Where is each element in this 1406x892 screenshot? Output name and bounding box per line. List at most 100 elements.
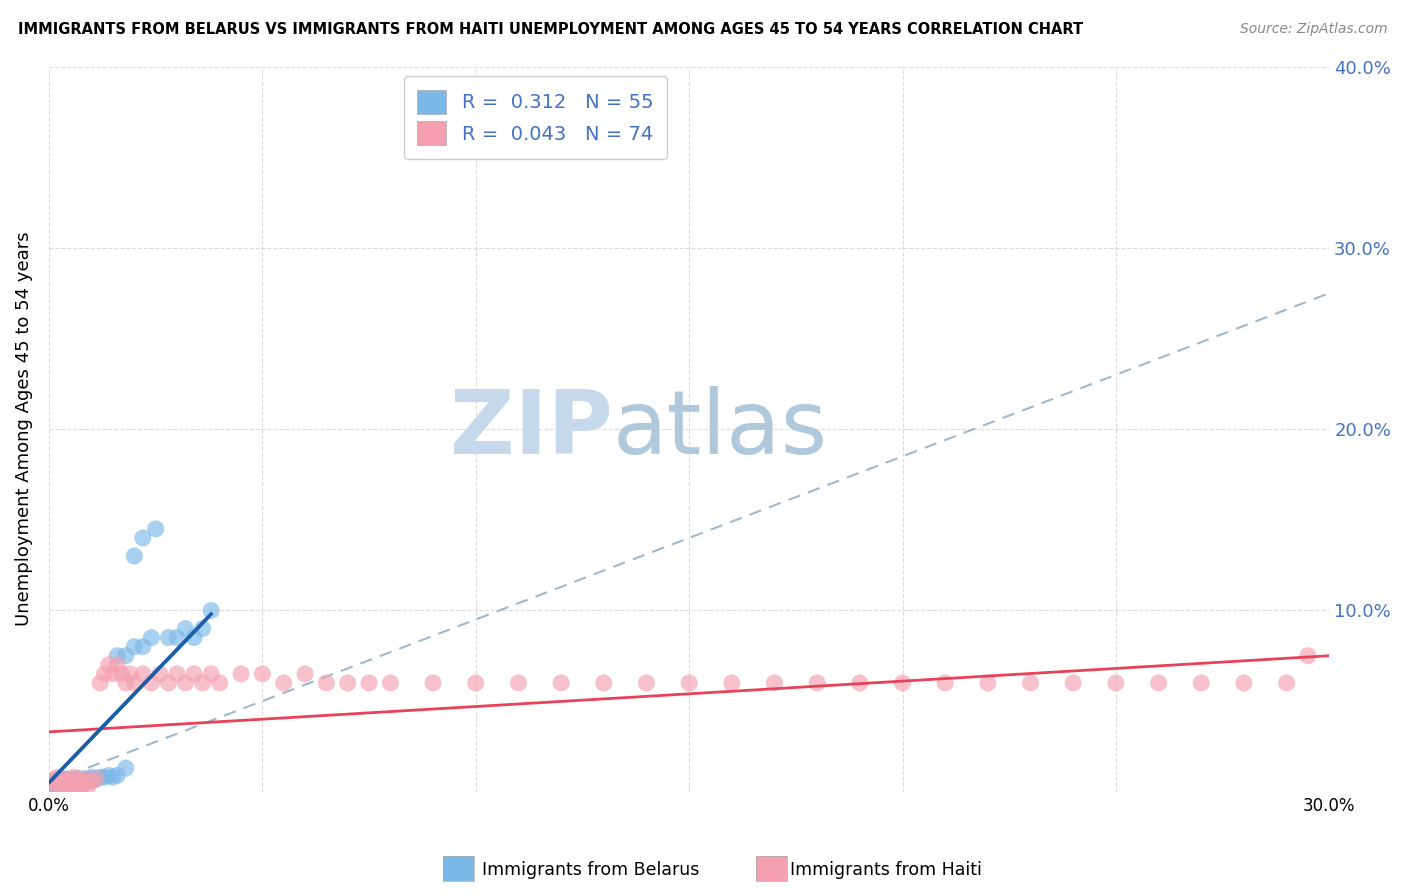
Point [67,775,90,789]
Point [114,648,136,663]
Point [42,777,65,791]
Point [891,676,914,690]
Point [55,773,77,788]
Point [93,770,115,784]
Point [67,772,90,786]
Point [294,666,316,681]
Point [1296,648,1319,663]
Point [252,666,274,681]
Point [114,761,136,775]
Point [67,777,90,791]
Point [200,603,222,617]
Point [59,772,82,786]
Point [84,772,107,786]
Legend: R =  0.312   N = 55, R =  0.043   N = 74: R = 0.312 N = 55, R = 0.043 N = 74 [404,77,668,159]
Point [80,773,103,788]
Point [51,775,73,789]
Point [1233,676,1256,690]
Point [72,777,94,791]
Point [124,676,146,690]
Text: atlas: atlas [612,385,827,473]
Point [63,770,86,784]
Point [55,777,77,791]
Point [55,777,77,791]
Point [51,772,73,786]
Point [55,772,77,786]
Point [592,676,614,690]
Point [1019,676,1042,690]
Point [174,622,197,636]
Point [141,631,163,645]
Point [763,676,786,690]
Text: Immigrants from Haiti: Immigrants from Haiti [790,861,981,879]
Point [59,773,82,788]
Point [124,640,146,654]
Point [97,768,120,782]
Point [51,779,73,793]
Point [67,780,90,795]
Point [42,773,65,788]
Text: Source: ZipAtlas.com: Source: ZipAtlas.com [1240,22,1388,37]
Point [67,773,90,788]
Point [183,666,205,681]
Point [157,676,180,690]
Point [141,676,163,690]
Point [46,777,69,791]
Point [1105,676,1128,690]
Point [508,676,530,690]
Point [46,775,69,789]
Point [149,666,172,681]
Point [76,780,98,795]
Point [42,773,65,788]
Point [105,768,128,782]
Point [934,676,956,690]
Point [806,676,828,690]
Point [63,773,86,788]
Point [105,657,128,672]
Point [357,676,380,690]
Point [132,640,155,654]
Point [55,775,77,789]
Point [183,631,205,645]
Point [120,666,142,681]
Point [200,666,222,681]
Point [42,775,65,789]
Point [80,770,103,784]
Point [1275,676,1298,690]
Point [51,780,73,795]
Point [191,676,214,690]
Point [46,772,69,786]
Point [59,773,82,788]
Point [229,666,252,681]
Point [273,676,295,690]
Point [464,676,486,690]
Point [1147,676,1170,690]
Point [208,676,231,690]
Point [110,666,132,681]
Point [174,676,197,690]
Y-axis label: Unemployment Among Ages 45 to 54 years: Unemployment Among Ages 45 to 54 years [15,232,32,626]
Point [76,772,98,786]
Point [336,676,359,690]
Point [678,676,700,690]
Point [59,775,82,789]
Point [132,666,155,681]
Point [380,676,402,690]
Point [315,676,337,690]
Point [46,773,69,788]
Point [191,622,214,636]
Point [46,773,69,788]
Point [59,777,82,791]
Point [51,775,73,789]
Point [89,770,111,784]
Text: ZIP: ZIP [450,385,612,473]
Point [63,777,86,791]
Point [101,666,124,681]
Point [550,676,572,690]
Point [80,773,103,788]
Point [51,772,73,786]
Point [101,770,124,784]
Point [51,773,73,788]
Point [97,657,120,672]
Point [51,777,73,791]
